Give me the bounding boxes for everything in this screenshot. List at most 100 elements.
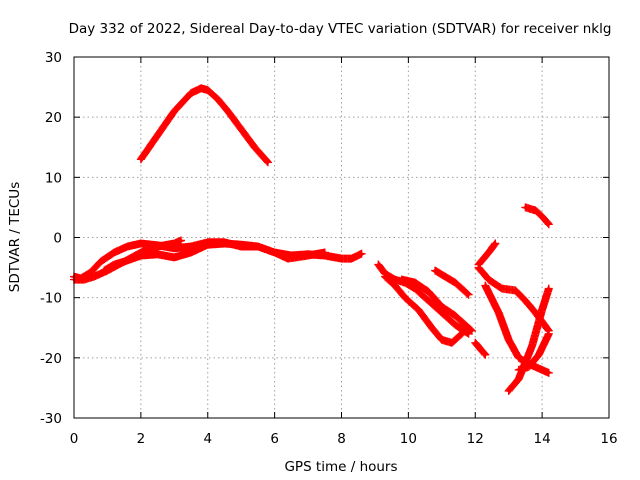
data-point — [487, 278, 491, 282]
data-point — [483, 353, 487, 357]
data-point — [112, 263, 116, 267]
data-point — [460, 332, 464, 336]
y-tick-label: 20 — [45, 110, 62, 126]
x-tick-label: 10 — [400, 431, 417, 447]
data-point — [443, 275, 447, 279]
data-point — [102, 269, 106, 273]
data-point — [547, 287, 551, 291]
data-point — [440, 311, 444, 315]
data-point — [222, 242, 226, 246]
data-point — [430, 326, 434, 330]
data-point — [323, 251, 327, 255]
y-tick-label: 10 — [45, 170, 62, 186]
data-point — [433, 269, 437, 273]
data-point — [360, 252, 364, 256]
data-point — [139, 157, 143, 161]
data-point — [497, 311, 501, 315]
data-point — [440, 305, 444, 309]
data-point — [547, 222, 551, 226]
data-point — [112, 251, 116, 255]
data-point — [487, 251, 491, 255]
data-point — [286, 257, 290, 261]
axis-ticks: 0 2 4 6 8 10 12 14 16 -30 -20 -10 0 10 20 30 — [40, 50, 618, 447]
data-point — [467, 293, 471, 297]
data-point — [426, 299, 430, 303]
data-point — [226, 109, 230, 113]
data-point — [523, 205, 527, 209]
series-track-8 — [431, 266, 473, 299]
series-track-11 — [471, 338, 490, 359]
data-point — [517, 356, 521, 360]
series-track-1 — [136, 84, 272, 167]
data-point — [306, 254, 310, 258]
data-point — [340, 257, 343, 261]
data-point — [383, 275, 387, 279]
x-axis-label: GPS time / hours — [284, 459, 397, 475]
y-axis-label: SDTVAR / TECUs — [7, 182, 23, 292]
data-point — [393, 278, 397, 282]
data-point — [547, 332, 551, 336]
data-point — [126, 245, 129, 249]
data-point — [530, 344, 534, 348]
data-point — [139, 242, 143, 246]
data-point — [253, 145, 257, 149]
series-track-14 — [514, 329, 553, 374]
y-tick-label: -30 — [40, 411, 62, 427]
data-point — [500, 287, 504, 291]
data-point — [156, 252, 160, 256]
data-point — [540, 308, 544, 312]
x-tick-label: 0 — [70, 431, 79, 447]
data-point — [216, 97, 220, 101]
data-point — [156, 133, 160, 137]
x-tick-label: 16 — [600, 431, 617, 447]
data-point — [139, 254, 143, 258]
series-layer — [70, 84, 553, 395]
x-tick-label: 14 — [534, 431, 551, 447]
series-track-13 — [504, 284, 553, 395]
y-tick-label: 0 — [53, 231, 62, 247]
data-point — [413, 287, 417, 291]
data-point — [400, 278, 404, 282]
x-tick-label: 2 — [137, 431, 146, 447]
data-point — [393, 284, 397, 288]
data-point — [540, 214, 544, 218]
data-point — [426, 290, 430, 294]
x-tick-label: 4 — [203, 431, 212, 447]
data-point — [547, 371, 551, 375]
x-tick-label: 8 — [337, 431, 346, 447]
data-point — [483, 284, 487, 288]
data-point — [467, 332, 471, 336]
data-point — [376, 263, 380, 267]
data-point — [517, 368, 521, 372]
data-point — [537, 353, 541, 357]
y-tick-label: -10 — [40, 291, 62, 307]
data-point — [473, 341, 477, 345]
data-point — [199, 86, 203, 90]
data-point — [172, 255, 176, 259]
data-point — [179, 239, 183, 243]
data-point — [89, 270, 93, 274]
data-point — [189, 91, 193, 95]
data-point — [92, 275, 96, 279]
data-point — [189, 251, 193, 255]
chart-title: Day 332 of 2022, Sidereal Day-to-day VTE… — [69, 21, 612, 37]
data-point — [403, 296, 407, 300]
data-point — [507, 389, 511, 393]
x-tick-label: 6 — [270, 431, 279, 447]
data-point — [413, 281, 417, 285]
data-point — [416, 308, 420, 312]
data-point — [533, 311, 537, 315]
data-point — [256, 245, 260, 249]
data-point — [517, 377, 521, 381]
series-track-6 — [381, 272, 466, 347]
data-point — [189, 245, 193, 249]
data-point — [82, 278, 86, 282]
data-point — [523, 299, 527, 303]
data-point — [99, 260, 103, 264]
data-point — [540, 368, 544, 372]
y-tick-label: -20 — [40, 351, 62, 367]
data-point — [206, 88, 210, 92]
series-track-4 — [100, 239, 329, 275]
